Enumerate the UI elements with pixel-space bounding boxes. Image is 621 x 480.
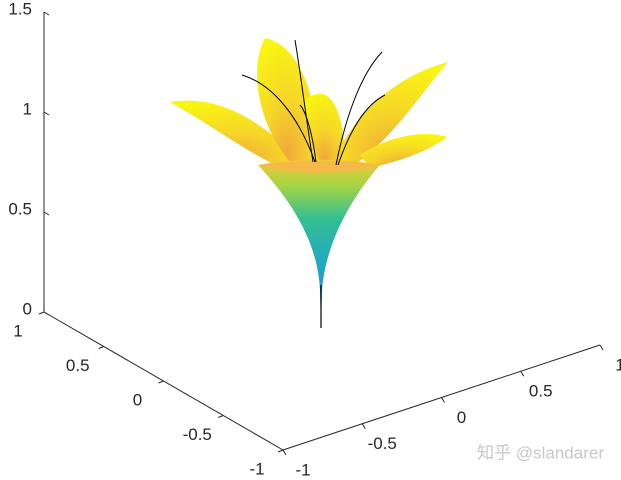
x-tick	[441, 397, 445, 403]
y-tick-label: 0.5	[66, 356, 90, 375]
x-tick	[520, 370, 525, 377]
z-tick	[43, 11, 50, 16]
y-tick-label: -0.5	[183, 425, 212, 444]
x-tick	[361, 423, 366, 430]
z-tick-label: 1	[23, 99, 32, 118]
x-tick	[282, 449, 287, 456]
z-tick-label: 0.5	[8, 199, 32, 218]
z-tick-label: 1.5	[8, 0, 32, 18]
y-tick-label: 0	[133, 390, 142, 409]
z-tick-label: 0	[23, 299, 32, 318]
y-tick	[158, 380, 164, 384]
z-tick	[43, 211, 50, 216]
y-tick	[277, 449, 284, 453]
y-tick	[38, 311, 45, 315]
x-tick-label: 0.5	[529, 382, 553, 401]
x-tick	[599, 344, 604, 351]
z-tick	[43, 311, 50, 316]
surface	[170, 38, 448, 328]
y-tick-label: -1	[249, 459, 264, 478]
x-tick-label: 1	[615, 355, 621, 374]
y-tick-label: 1	[13, 321, 22, 340]
z-tick	[43, 111, 50, 116]
y-tick	[218, 415, 224, 418]
watermark: 知乎 @slandarer	[477, 443, 604, 462]
x-tick-label: -1	[295, 460, 310, 479]
y-tick	[98, 346, 104, 349]
x-tick-label: -0.5	[368, 434, 397, 453]
x-tick-label: 0	[457, 408, 466, 427]
